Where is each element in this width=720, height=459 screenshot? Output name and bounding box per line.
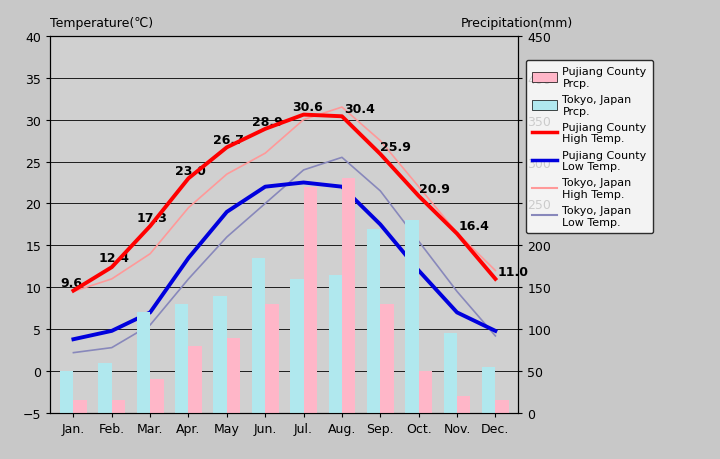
Bar bbox=[60, 371, 73, 413]
Legend: Pujiang County
Prcp., Tokyo, Japan
Prcp., Pujiang County
High Temp., Pujiang Cou: Pujiang County Prcp., Tokyo, Japan Prcp.… bbox=[526, 61, 653, 234]
Text: 30.4: 30.4 bbox=[344, 103, 374, 116]
Bar bbox=[444, 334, 457, 413]
Text: 16.4: 16.4 bbox=[459, 220, 490, 233]
Text: 23.0: 23.0 bbox=[175, 165, 206, 178]
Bar bbox=[380, 304, 394, 413]
Bar bbox=[265, 304, 279, 413]
Bar bbox=[137, 313, 150, 413]
Text: 26.7: 26.7 bbox=[213, 134, 244, 147]
Text: 11.0: 11.0 bbox=[498, 265, 528, 278]
Bar bbox=[175, 304, 189, 413]
Bar bbox=[328, 275, 342, 413]
Bar bbox=[73, 401, 87, 413]
Bar bbox=[482, 367, 495, 413]
Text: 12.4: 12.4 bbox=[99, 252, 130, 265]
Bar bbox=[189, 346, 202, 413]
Bar bbox=[495, 401, 509, 413]
Text: 9.6: 9.6 bbox=[60, 276, 82, 289]
Text: 17.3: 17.3 bbox=[137, 212, 168, 224]
Bar bbox=[457, 397, 470, 413]
Text: 25.9: 25.9 bbox=[380, 140, 411, 153]
Text: 30.6: 30.6 bbox=[292, 101, 323, 114]
Bar bbox=[213, 296, 227, 413]
Text: 20.9: 20.9 bbox=[418, 182, 449, 195]
Bar bbox=[405, 221, 418, 413]
Text: 28.9: 28.9 bbox=[252, 115, 282, 129]
Bar bbox=[342, 179, 356, 413]
Bar bbox=[150, 380, 163, 413]
Bar bbox=[227, 338, 240, 413]
Text: Precipitation(mm): Precipitation(mm) bbox=[461, 17, 573, 30]
Bar bbox=[418, 371, 432, 413]
Bar bbox=[290, 279, 304, 413]
Bar bbox=[99, 363, 112, 413]
Text: Temperature(℃): Temperature(℃) bbox=[50, 17, 153, 30]
Bar bbox=[112, 401, 125, 413]
Bar bbox=[304, 187, 317, 413]
Bar bbox=[252, 258, 265, 413]
Bar bbox=[367, 229, 380, 413]
